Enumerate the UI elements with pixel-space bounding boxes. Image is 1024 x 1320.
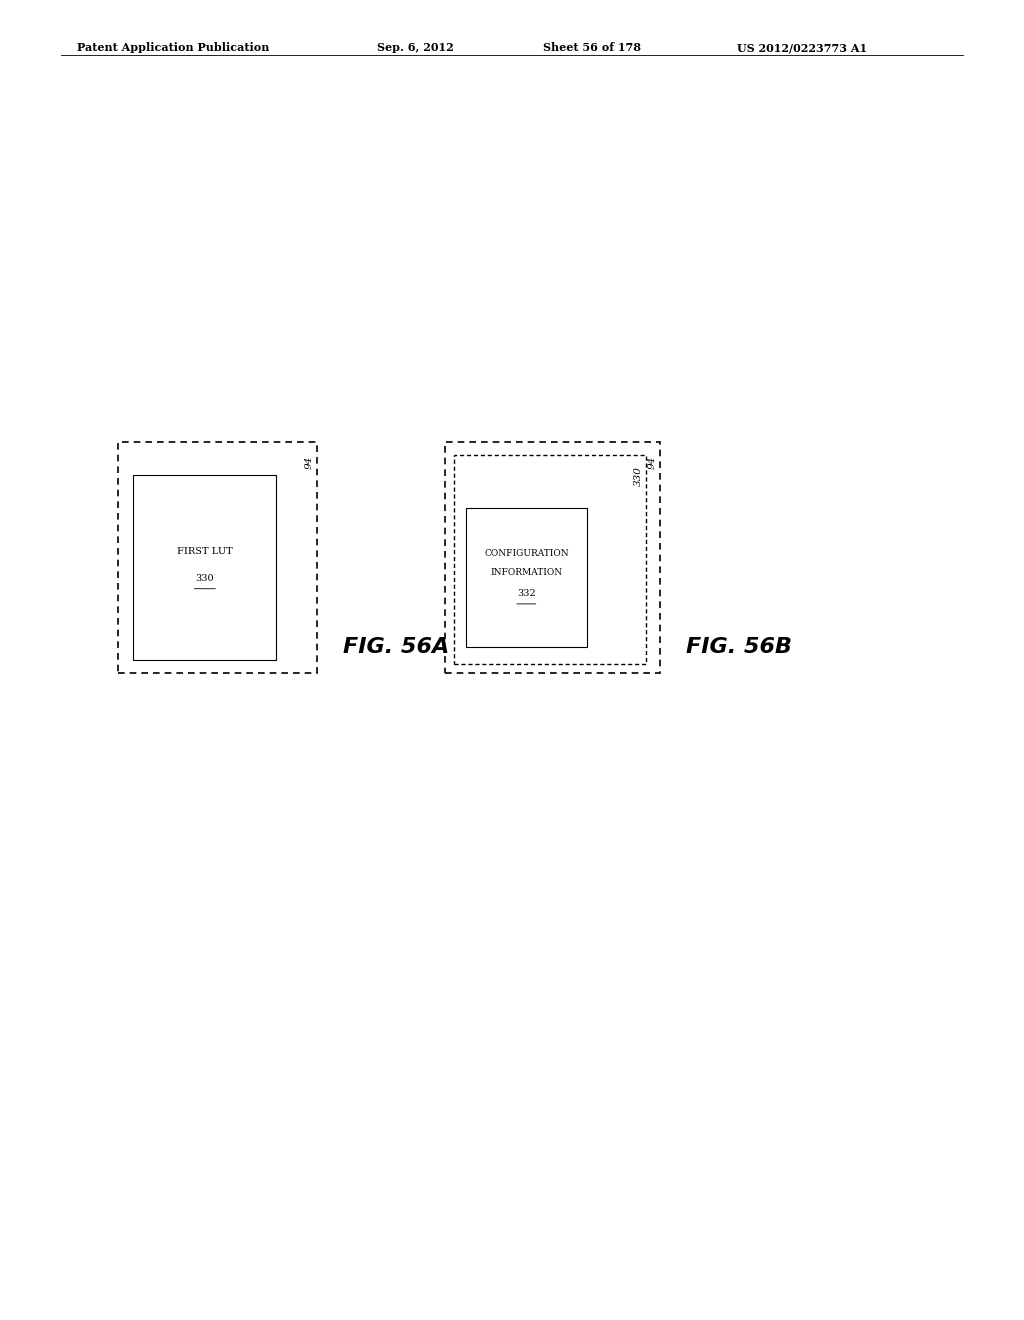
Bar (454, 455, 646, 664)
Text: FIG. 56B: FIG. 56B (686, 638, 793, 657)
Text: Sep. 6, 2012: Sep. 6, 2012 (377, 42, 454, 53)
Text: 330: 330 (196, 574, 214, 582)
Text: Sheet 56 of 178: Sheet 56 of 178 (543, 42, 641, 53)
Bar (466, 508, 587, 647)
Text: 94: 94 (305, 455, 313, 469)
Text: INFORMATION: INFORMATION (490, 568, 562, 577)
Bar (445, 442, 660, 673)
Text: 330: 330 (634, 466, 642, 486)
Text: US 2012/0223773 A1: US 2012/0223773 A1 (737, 42, 867, 53)
Text: FIG. 56A: FIG. 56A (343, 638, 450, 657)
Bar (133, 475, 276, 660)
Text: CONFIGURATION: CONFIGURATION (484, 549, 568, 558)
Text: Patent Application Publication: Patent Application Publication (77, 42, 269, 53)
Bar (118, 442, 317, 673)
Text: FIRST LUT: FIRST LUT (177, 548, 232, 556)
Text: 94: 94 (648, 455, 656, 469)
Text: 332: 332 (517, 589, 536, 598)
